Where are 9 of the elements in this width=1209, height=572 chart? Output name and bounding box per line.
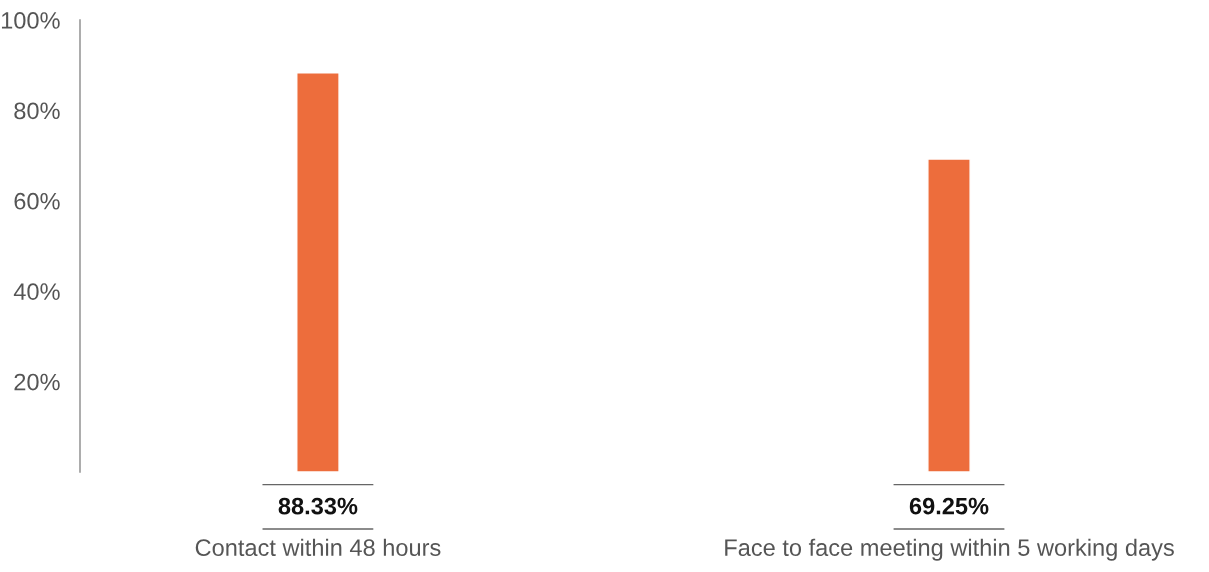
y-tick-label: 20% bbox=[14, 373, 60, 391]
x-tick-label: Contact within 48 hours bbox=[195, 538, 441, 557]
y-tick-label: 80% bbox=[14, 102, 60, 120]
y-tick-label: 40% bbox=[13, 283, 60, 300]
data-label: 69.25% bbox=[909, 497, 989, 515]
x-tick-label: Face to face meeting within 5 working days bbox=[725, 538, 1174, 561]
y-tick-label: 100% bbox=[1, 12, 60, 29]
y-tick-label: 60% bbox=[14, 192, 60, 210]
data-label: 88.33% bbox=[278, 497, 358, 515]
